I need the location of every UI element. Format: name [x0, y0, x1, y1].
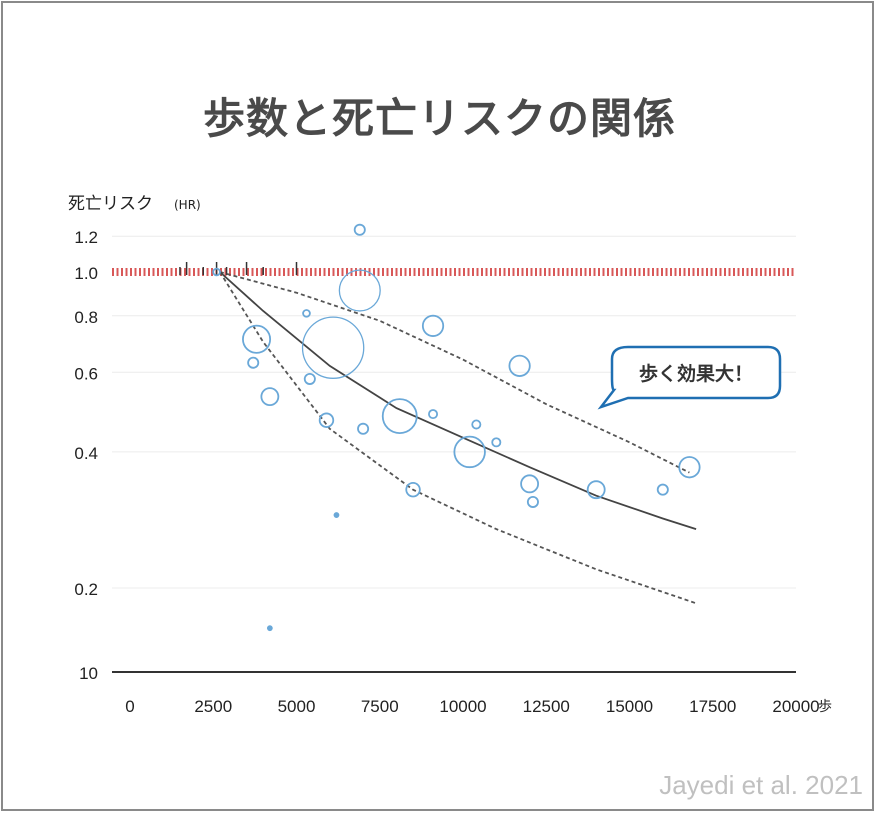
data-bubble: [247, 356, 260, 369]
data-bubble: [333, 512, 340, 518]
y-axis-unit: (HR): [174, 198, 201, 212]
data-bubble: [318, 412, 335, 428]
page-title: 歩数と死亡リスクの関係: [202, 94, 676, 143]
data-bubble: [421, 314, 445, 337]
ci-upper-line: [219, 271, 690, 474]
y-tick-label: 0.8: [74, 308, 98, 327]
y-tick-label: 1.0: [74, 264, 98, 283]
y-tick-label: 1.2: [74, 228, 98, 247]
callout-shape: [597, 345, 782, 410]
data-bubble: [381, 398, 418, 435]
data-bubble: [526, 495, 539, 508]
data-bubble: [471, 419, 482, 430]
data-bubble: [491, 437, 502, 448]
x-tick-label: 12500: [523, 697, 570, 716]
callout-text: 歩く効果大！: [639, 362, 753, 385]
y-tick-label: 0.4: [74, 444, 98, 463]
data-bubble: [656, 483, 669, 496]
y-axis-title: 死亡リスク: [68, 194, 153, 214]
data-bubble: [357, 422, 370, 435]
data-bubble: [678, 456, 701, 479]
data-bubble: [266, 625, 273, 632]
data-bubble: [303, 372, 316, 385]
grid: [112, 235, 796, 589]
data-bubble: [353, 223, 366, 236]
x-tick-label: 7500: [361, 697, 399, 716]
data-bubble: [508, 354, 531, 377]
data-bubble: [242, 324, 272, 354]
y-tick-label: 0.2: [74, 580, 98, 599]
callout-bubble: 歩く効果大！: [597, 345, 782, 410]
data-bubble: [586, 480, 606, 500]
data-bubble: [453, 435, 486, 469]
axes: [112, 268, 796, 673]
data-bubble: [338, 269, 381, 312]
data-bubble: [260, 387, 280, 407]
data-bubble: [405, 481, 421, 498]
axis-labels: 0.2 0.4 0.6 0.8 1.0 1.2 10 死亡リスク (HR) 0 2500 5000 75…: [68, 194, 832, 716]
dose-response-curve: [219, 271, 697, 530]
data-bubble: [212, 267, 221, 277]
x-axis-unit: 歩: [818, 699, 832, 715]
x-tick-label: 17500: [689, 697, 736, 716]
y-bottom-label: 10: [79, 664, 98, 683]
chart-marks: [179, 223, 701, 632]
x-tick-label: 15000: [606, 697, 653, 716]
data-bubble: [302, 309, 311, 318]
data-bubble: [520, 474, 539, 494]
x-tick-label: 5000: [278, 697, 316, 716]
source-credit: Jayedi et al. 2021: [659, 770, 863, 800]
y-tick-label: 0.6: [74, 364, 98, 383]
data-bubble: [301, 316, 365, 379]
x-tick-label: 10000: [439, 697, 486, 716]
ci-lower-line: [219, 271, 697, 605]
x-tick-label: 2500: [194, 697, 232, 716]
x-tick-label: 20000: [772, 697, 819, 716]
x-tick-label: 0: [125, 697, 134, 716]
data-bubble: [428, 409, 439, 420]
